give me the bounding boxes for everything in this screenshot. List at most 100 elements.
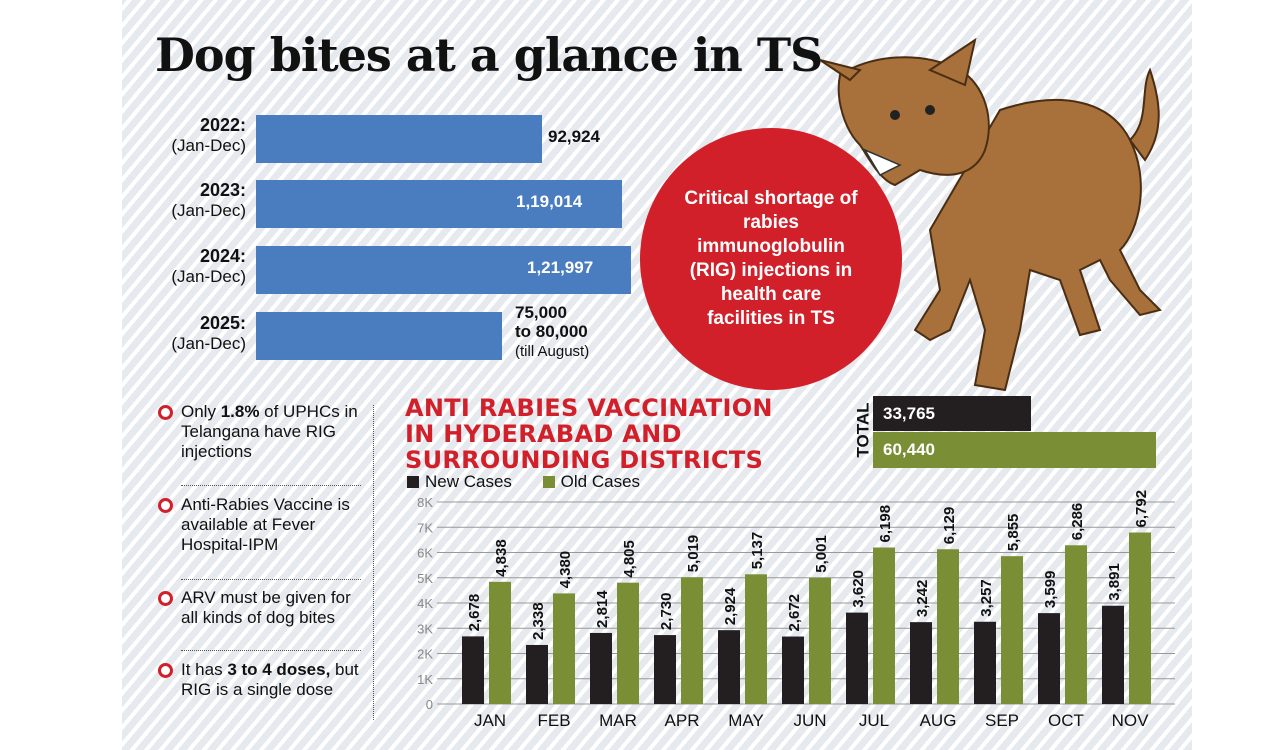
x-tick-label: MAY xyxy=(728,711,764,730)
x-tick-label: NOV xyxy=(1112,711,1150,730)
x-tick-label: AUG xyxy=(920,711,957,730)
vertical-divider xyxy=(373,405,374,720)
year-label-2023: 2023: (Jan-Dec) xyxy=(171,180,246,220)
y-tick-label: 3K xyxy=(417,621,433,636)
bar-new-cases xyxy=(718,630,740,704)
data-label: 3,257 xyxy=(978,579,995,617)
bar-new-cases xyxy=(462,636,484,704)
y-tick-label: 0 xyxy=(426,697,433,712)
total-label: TOTAL xyxy=(853,402,873,458)
dog-illustration xyxy=(819,37,1162,392)
x-tick-label: JUN xyxy=(793,711,826,730)
legend-swatch-new xyxy=(407,476,419,488)
y-tick-label: 6K xyxy=(417,546,433,561)
bar-old-cases xyxy=(617,582,639,704)
data-label: 3,599 xyxy=(1042,571,1059,609)
y-tick-label: 7K xyxy=(417,520,433,535)
bar-new-cases xyxy=(654,635,676,704)
x-tick-label: JAN xyxy=(474,711,506,730)
total-old-cases-bar: 60,440 xyxy=(873,432,1156,468)
year-label-2024: 2024: (Jan-Dec) xyxy=(171,246,246,286)
fact-vaccine-availability: Anti-Rabies Vaccine is available at Feve… xyxy=(158,495,363,555)
data-label: 4,838 xyxy=(493,539,510,577)
data-label: 3,620 xyxy=(850,570,867,608)
bar-new-cases xyxy=(910,622,932,704)
total-new-cases-bar: 33,765 xyxy=(873,396,1032,431)
bar-new-cases xyxy=(590,632,612,704)
bar-old-cases xyxy=(809,577,831,704)
year-bar-2022 xyxy=(256,115,542,163)
divider xyxy=(181,650,361,651)
bar-new-cases xyxy=(846,612,868,704)
x-tick-label: MAR xyxy=(599,711,637,730)
data-label: 6,286 xyxy=(1069,503,1086,541)
data-label: 2,814 xyxy=(594,590,611,628)
year-value-2023: 1,19,014 xyxy=(516,192,583,211)
monthly-vaccination-chart: 0 1K 2K 3K 4K 5K 6K 7K 8K JAN 2,678 4,838 FEB 2,338 4,… xyxy=(417,490,1175,730)
chart-legend: New Cases Old Cases xyxy=(407,472,640,492)
x-tick-label: SEP xyxy=(985,711,1019,730)
data-label: 6,198 xyxy=(877,505,894,543)
data-label: 3,242 xyxy=(914,580,931,618)
data-label: 6,129 xyxy=(941,507,958,545)
chart-title: ANTI RABIES VACCINATION IN HYDERABAD AND… xyxy=(405,394,773,474)
bullet-icon xyxy=(158,663,173,678)
year-bar-2025 xyxy=(256,312,502,360)
y-tick-label: 4K xyxy=(417,596,433,611)
bar-old-cases xyxy=(1001,556,1023,704)
divider xyxy=(181,579,361,580)
total-new-cases-value: 33,765 xyxy=(883,403,935,423)
data-label: 5,019 xyxy=(685,535,702,573)
year-bar-2024 xyxy=(256,246,631,294)
bar-old-cases xyxy=(1065,545,1087,704)
bullet-icon xyxy=(158,498,173,513)
y-tick-label: 1K xyxy=(417,672,433,687)
data-label: 5,137 xyxy=(749,532,766,570)
year-value-2022: 92,924 xyxy=(548,127,600,146)
year-bar-2023 xyxy=(256,180,622,228)
y-tick-label: 8K xyxy=(417,495,433,510)
bar-old-cases xyxy=(873,547,895,704)
bullet-icon xyxy=(158,405,173,420)
bar-new-cases xyxy=(782,636,804,704)
y-tick-label: 2K xyxy=(417,647,433,662)
shortage-callout: Critical shortage of rabies immunoglobul… xyxy=(640,128,902,390)
bar-new-cases xyxy=(526,644,548,704)
legend-swatch-old xyxy=(542,476,555,488)
bar-new-cases xyxy=(1038,613,1060,704)
data-label: 5,001 xyxy=(813,535,830,573)
bar-old-cases xyxy=(745,574,767,704)
data-label: 2,338 xyxy=(530,602,547,640)
bar-new-cases xyxy=(1102,605,1124,704)
total-old-cases-value: 60,440 xyxy=(883,440,935,459)
data-label: 6,792 xyxy=(1133,490,1150,528)
bar-old-cases xyxy=(553,593,575,704)
y-tick-label: 5K xyxy=(417,571,433,586)
data-label: 2,730 xyxy=(658,593,675,631)
data-label: 4,805 xyxy=(621,540,638,578)
fact-doses: It has 3 to 4 doses, but RIG is a single… xyxy=(158,660,363,700)
bullet-icon xyxy=(158,591,173,606)
year-label-2025: 2025: (Jan-Dec) xyxy=(171,313,246,353)
year-label-2022: 2022: (Jan-Dec) xyxy=(171,115,246,155)
data-label: 2,672 xyxy=(786,594,803,632)
x-tick-label: APR xyxy=(665,711,700,730)
divider xyxy=(181,485,361,486)
x-tick-label: FEB xyxy=(537,711,570,730)
data-label: 2,924 xyxy=(722,587,739,625)
year-value-2025: 75,000 to 80,000 (till August) xyxy=(515,303,590,360)
data-label: 5,855 xyxy=(1005,514,1022,552)
bar-old-cases xyxy=(1129,532,1151,704)
x-tick-label: OCT xyxy=(1048,711,1084,730)
bar-old-cases xyxy=(681,577,703,704)
year-value-2024: 1,21,997 xyxy=(527,258,594,277)
data-label: 3,891 xyxy=(1106,563,1123,601)
data-label: 2,678 xyxy=(466,594,483,632)
legend-new-cases: New Cases xyxy=(425,472,512,491)
bar-old-cases xyxy=(937,549,959,704)
fact-arv: ARV must be given for all kinds of dog b… xyxy=(158,588,363,628)
data-label: 4,380 xyxy=(557,551,574,589)
fact-rig-availability: Only 1.8% of UPHCs in Telangana have RIG… xyxy=(158,402,363,462)
bar-old-cases xyxy=(489,581,511,704)
legend-old-cases: Old Cases xyxy=(560,472,641,491)
